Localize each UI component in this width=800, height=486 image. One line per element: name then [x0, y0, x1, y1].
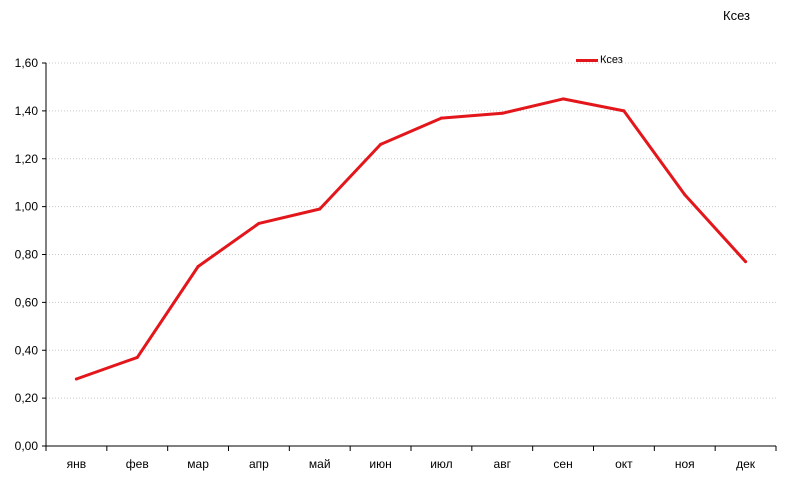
data-point: [744, 260, 748, 264]
y-tick-label: 0,00: [15, 439, 39, 453]
y-tick-label: 1,20: [15, 152, 39, 166]
data-point: [439, 116, 443, 120]
y-tick-label: 0,80: [15, 248, 39, 262]
x-tick-label: авг: [494, 457, 512, 471]
x-tick-label: дек: [736, 457, 756, 471]
chart-title: Ксез: [723, 8, 750, 23]
y-tick-label: 0,40: [15, 343, 39, 357]
x-tick-label: фев: [126, 457, 149, 471]
data-point: [257, 221, 261, 225]
data-point: [683, 193, 687, 197]
y-tick-label: 1,40: [15, 104, 39, 118]
x-tick-label: апр: [249, 457, 269, 471]
legend-swatch: [576, 58, 598, 62]
data-point: [379, 142, 383, 146]
legend-label: Ксез: [600, 54, 623, 66]
x-tick-label: ноя: [675, 457, 695, 471]
y-tick-label: 0,60: [15, 295, 39, 309]
x-tick-label: окт: [615, 457, 633, 471]
data-point: [135, 355, 139, 359]
x-tick-label: июн: [369, 457, 391, 471]
data-point: [196, 264, 200, 268]
x-tick-label: май: [309, 457, 331, 471]
series-line: [74, 97, 748, 381]
y-tick-label: 1,60: [15, 56, 39, 70]
data-point: [318, 207, 322, 211]
x-tick-label: июл: [430, 457, 452, 471]
x-tick-label: мар: [187, 457, 209, 471]
y-tick-label: 0,20: [15, 391, 39, 405]
data-point: [561, 97, 565, 101]
data-point: [500, 111, 504, 115]
legend: Ксез: [576, 54, 623, 66]
x-tick-label: янв: [67, 457, 87, 471]
data-point: [622, 109, 626, 113]
data-point: [74, 377, 78, 381]
y-tick-label: 1,00: [15, 200, 39, 214]
x-tick-label: сен: [553, 457, 572, 471]
